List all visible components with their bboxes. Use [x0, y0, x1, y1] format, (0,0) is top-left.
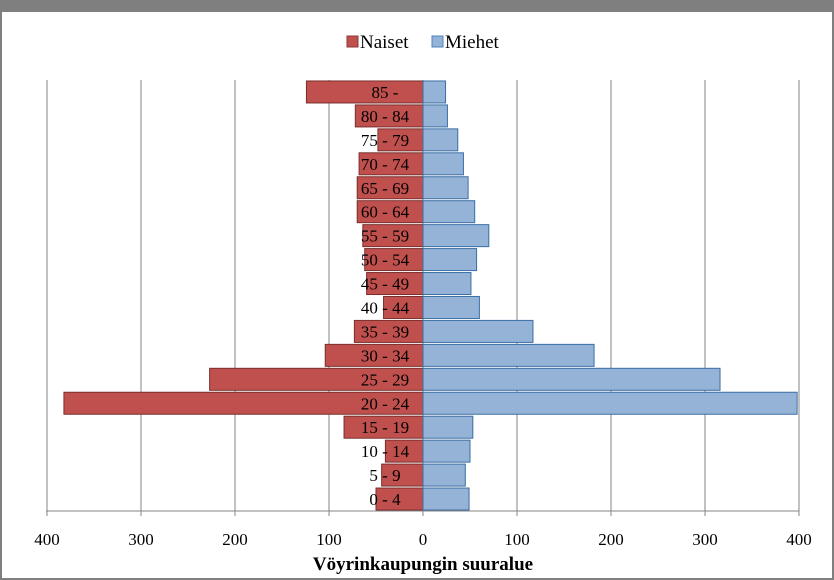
- bar-miehet: [422, 343, 595, 367]
- legend-label-naiset: Naiset: [360, 32, 409, 53]
- category-labels: 0 - 4 5 - 9 10 - 14 15 - 19 20 - 24 25 - 29 30…: [361, 83, 410, 509]
- legend-label-miehet: Miehet: [445, 32, 500, 53]
- bar-miehet: [422, 319, 534, 343]
- legend-swatch-miehet: [431, 35, 444, 48]
- category-label: 55 - 59: [361, 227, 409, 246]
- bar-miehet: [422, 272, 472, 296]
- x-tick-label: 100: [504, 530, 530, 549]
- x-axis-title: Vöyrinkaupungin suuralue: [313, 554, 533, 575]
- category-label: 45 - 49: [361, 275, 409, 294]
- x-tick-label: 400: [786, 530, 812, 549]
- bar-miehet: [422, 439, 471, 463]
- x-tick-label: 100: [316, 530, 342, 549]
- x-tick-label: 0: [419, 530, 428, 549]
- bar-miehet: [422, 152, 464, 176]
- bar-miehet: [422, 391, 798, 415]
- category-label: 0 - 4: [369, 490, 401, 509]
- category-label: 65 - 69: [361, 179, 409, 198]
- category-label: 75 - 79: [361, 131, 409, 150]
- bar-miehet: [422, 200, 476, 224]
- bar-miehet: [422, 104, 448, 128]
- bar-miehet: [422, 80, 447, 104]
- x-tick-label: 400: [34, 530, 60, 549]
- bar-miehet: [422, 128, 459, 152]
- bar-miehet: [422, 176, 469, 200]
- bar-miehet: [422, 367, 721, 391]
- category-label: 25 - 29: [361, 370, 409, 389]
- x-tick-labels: 400 300 200 100 0 100 200 300 400: [34, 530, 812, 549]
- bar-miehet: [422, 487, 470, 511]
- x-tick-label: 200: [222, 530, 248, 549]
- bar-miehet: [422, 463, 466, 487]
- series-miehet: [422, 80, 798, 511]
- category-label: 15 - 19: [361, 418, 409, 437]
- x-tick-label: 200: [598, 530, 624, 549]
- x-tick-label: 300: [128, 530, 154, 549]
- legend-swatch-naiset: [346, 35, 359, 48]
- category-label: 35 - 39: [361, 322, 409, 341]
- bar-naiset: [305, 80, 424, 104]
- category-label: 50 - 54: [361, 251, 410, 270]
- category-label: 85 -: [372, 83, 399, 102]
- category-label: 5 - 9: [369, 466, 400, 485]
- category-label: 70 - 74: [361, 155, 410, 174]
- legend: Naiset Miehet: [346, 32, 500, 53]
- category-label: 20 - 24: [361, 394, 410, 413]
- bar-miehet: [422, 224, 490, 248]
- bar-miehet: [422, 295, 480, 319]
- category-label: 10 - 14: [361, 442, 410, 461]
- x-tick-label: 300: [692, 530, 718, 549]
- bar-miehet: [422, 248, 478, 272]
- category-label: 60 - 64: [361, 203, 410, 222]
- category-label: 30 - 34: [361, 346, 410, 365]
- category-label: 40 - 44: [361, 298, 410, 317]
- grid-lines: [46, 80, 800, 516]
- bar-miehet: [422, 415, 474, 439]
- category-label: 80 - 84: [361, 107, 410, 126]
